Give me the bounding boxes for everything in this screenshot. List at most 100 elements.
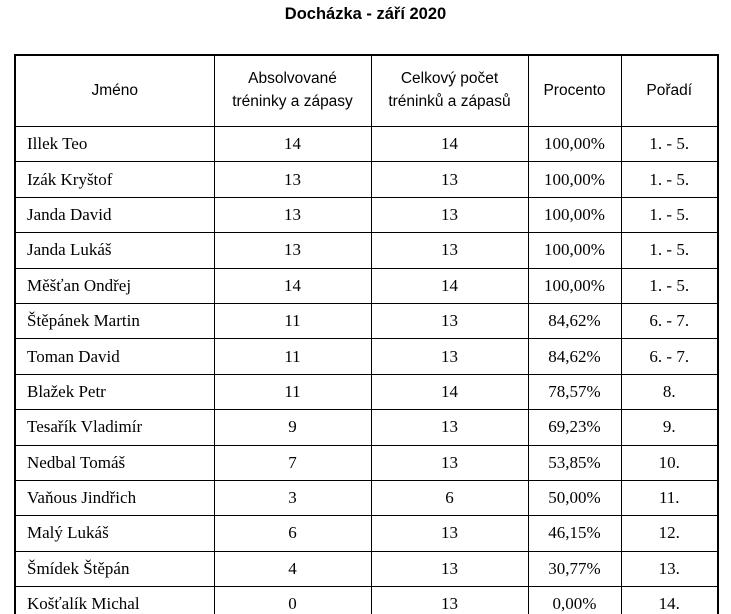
- table-row: Vaňous Jindřich 3 6 50,00% 11.: [14, 479, 719, 517]
- player-name-cell: Malý Lukáš: [14, 515, 215, 552]
- rank-cell: 6. - 7.: [620, 338, 719, 375]
- player-name-cell: Janda David: [14, 196, 215, 234]
- column-header-total-line1: Celkový počet: [400, 70, 499, 88]
- player-name-cell: Illek Teo: [14, 125, 215, 163]
- attended-count-cell: 6: [213, 515, 372, 552]
- rank-cell: 9.: [620, 409, 719, 446]
- total-count-cell: 13: [370, 444, 529, 481]
- player-name-cell: Vaňous Jindřich: [14, 479, 215, 517]
- column-header-attended: Absolvované tréninky a zápasy: [213, 54, 372, 127]
- total-count-cell: 13: [370, 586, 529, 614]
- rank-cell: 1. - 5.: [620, 125, 719, 163]
- rank-cell: 6. - 7.: [620, 302, 719, 340]
- attended-count-cell: 9: [213, 409, 372, 446]
- attended-count-cell: 11: [213, 338, 372, 375]
- page-title: Docházka - září 2020: [284, 5, 447, 23]
- percent-cell: 69,23%: [527, 409, 622, 446]
- attended-count-cell: 11: [213, 302, 372, 340]
- table-row: Toman David 11 13 84,62% 6. - 7.: [14, 338, 719, 375]
- table-row: Tesařík Vladimír 9 13 69,23% 9.: [14, 409, 719, 446]
- player-name-cell: Nedbal Tomáš: [14, 444, 215, 481]
- table-row: Měšťan Ondřej 14 14 100,00% 1. - 5.: [14, 267, 719, 304]
- rank-cell: 1. - 5.: [620, 267, 719, 304]
- attendance-table: Jméno Absolvované tréninky a zápasy Celk…: [14, 54, 719, 614]
- attended-count-cell: 0: [213, 586, 372, 614]
- attended-count-cell: 14: [213, 125, 372, 163]
- table-row: Blažek Petr 11 14 78,57% 8.: [14, 373, 719, 411]
- table-row: Malý Lukáš 6 13 46,15% 12.: [14, 515, 719, 552]
- rank-cell: 8.: [620, 373, 719, 411]
- percent-cell: 46,15%: [527, 515, 622, 552]
- percent-cell: 84,62%: [527, 302, 622, 340]
- player-name-cell: Blažek Petr: [14, 373, 215, 411]
- attended-count-cell: 11: [213, 373, 372, 411]
- column-header-rank: Pořadí: [620, 54, 719, 127]
- total-count-cell: 13: [370, 338, 529, 375]
- rank-cell: 14.: [620, 586, 719, 614]
- percent-cell: 53,85%: [527, 444, 622, 481]
- percent-cell: 100,00%: [527, 232, 622, 269]
- column-header-percent: Procento: [527, 54, 622, 127]
- column-header-name-label: Jméno: [91, 81, 139, 99]
- rank-cell: 1. - 5.: [620, 232, 719, 269]
- total-count-cell: 13: [370, 550, 529, 588]
- rank-cell: 1. - 5.: [620, 196, 719, 234]
- percent-cell: 100,00%: [527, 267, 622, 304]
- rank-cell: 12.: [620, 515, 719, 552]
- attended-count-cell: 13: [213, 196, 372, 234]
- percent-cell: 84,62%: [527, 338, 622, 375]
- attended-count-cell: 14: [213, 267, 372, 304]
- percent-cell: 100,00%: [527, 125, 622, 163]
- table-row: Šmídek Štěpán 4 13 30,77% 13.: [14, 550, 719, 588]
- player-name-cell: Košťalík Michal: [14, 586, 215, 614]
- total-count-cell: 13: [370, 196, 529, 234]
- percent-cell: 0,00%: [527, 586, 622, 614]
- table-row: Illek Teo 14 14 100,00% 1. - 5.: [14, 125, 719, 163]
- attended-count-cell: 4: [213, 550, 372, 588]
- total-count-cell: 14: [370, 125, 529, 163]
- rank-cell: 13.: [620, 550, 719, 588]
- player-name-cell: Janda Lukáš: [14, 232, 215, 269]
- column-header-total: Celkový počet tréninků a zápasů: [370, 54, 529, 127]
- rank-cell: 10.: [620, 444, 719, 481]
- player-name-cell: Toman David: [14, 338, 215, 375]
- total-count-cell: 14: [370, 373, 529, 411]
- attended-count-cell: 7: [213, 444, 372, 481]
- player-name-cell: Izák Kryštof: [14, 161, 215, 198]
- percent-cell: 100,00%: [527, 161, 622, 198]
- player-name-cell: Tesařík Vladimír: [14, 409, 215, 446]
- total-count-cell: 13: [370, 302, 529, 340]
- total-count-cell: 13: [370, 161, 529, 198]
- attended-count-cell: 13: [213, 232, 372, 269]
- player-name-cell: Štěpánek Martin: [14, 302, 215, 340]
- table-row: Košťalík Michal 0 13 0,00% 14.: [14, 586, 719, 614]
- header-row: Jméno Absolvované tréninky a zápasy Celk…: [14, 54, 719, 127]
- percent-cell: 100,00%: [527, 196, 622, 234]
- column-header-rank-label: Pořadí: [646, 81, 693, 99]
- total-count-cell: 13: [370, 232, 529, 269]
- attended-count-cell: 13: [213, 161, 372, 198]
- column-header-attended-line1: Absolvované: [248, 70, 337, 88]
- rank-cell: 1. - 5.: [620, 161, 719, 198]
- table-row: Janda David 13 13 100,00% 1. - 5.: [14, 196, 719, 234]
- table-row: Janda Lukáš 13 13 100,00% 1. - 5.: [14, 232, 719, 269]
- player-name-cell: Měšťan Ondřej: [14, 267, 215, 304]
- total-count-cell: 14: [370, 267, 529, 304]
- table-row: Štěpánek Martin 11 13 84,62% 6. - 7.: [14, 302, 719, 340]
- percent-cell: 30,77%: [527, 550, 622, 588]
- player-name-cell: Šmídek Štěpán: [14, 550, 215, 588]
- percent-cell: 78,57%: [527, 373, 622, 411]
- table-row: Izák Kryštof 13 13 100,00% 1. - 5.: [14, 161, 719, 198]
- attended-count-cell: 3: [213, 479, 372, 517]
- column-header-percent-label: Procento: [543, 81, 606, 99]
- total-count-cell: 6: [370, 479, 529, 517]
- rank-cell: 11.: [620, 479, 719, 517]
- column-header-name: Jméno: [14, 54, 215, 127]
- total-count-cell: 13: [370, 409, 529, 446]
- percent-cell: 50,00%: [527, 479, 622, 517]
- total-count-cell: 13: [370, 515, 529, 552]
- column-header-attended-line2: tréninky a zápasy: [232, 93, 353, 110]
- table-row: Nedbal Tomáš 7 13 53,85% 10.: [14, 444, 719, 481]
- column-header-total-line2: tréninků a zápasů: [388, 93, 511, 110]
